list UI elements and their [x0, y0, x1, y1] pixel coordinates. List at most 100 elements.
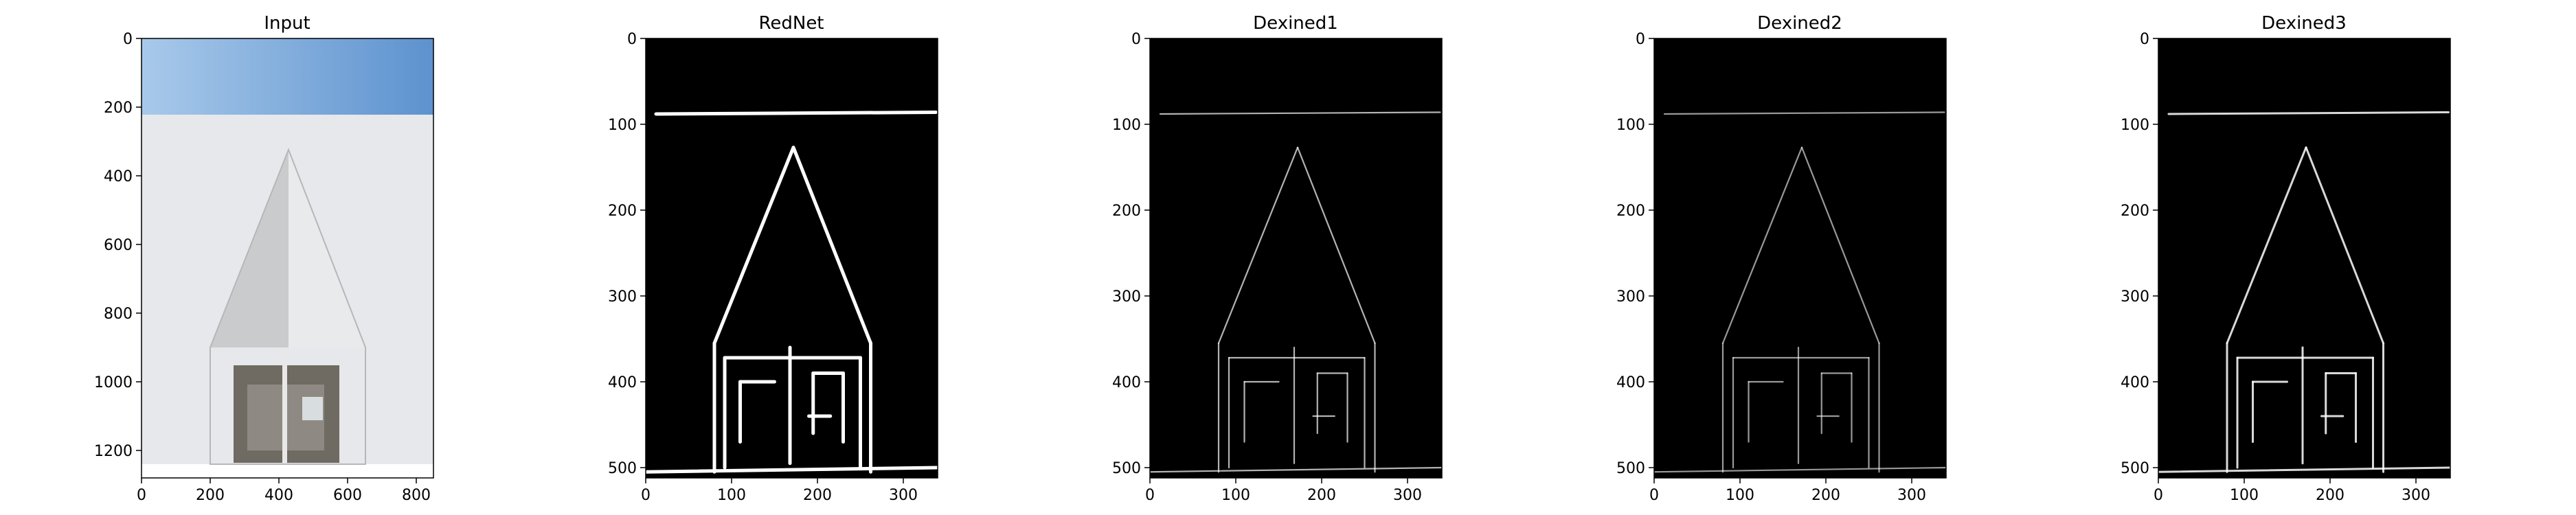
edge-image: [2157, 38, 2452, 478]
x-tick-label: 0: [137, 487, 146, 504]
edge-background: [2158, 38, 2450, 478]
y-tick-label: 100: [608, 117, 637, 134]
edge-line: [654, 111, 938, 116]
x-tick-label: 0: [641, 487, 651, 504]
y-tick-label: 400: [608, 374, 637, 391]
edge-line: [791, 146, 872, 345]
y-tick-label: 800: [104, 306, 133, 323]
x-tick-label: 0: [1649, 487, 1659, 504]
y-tick-label: 100: [1616, 117, 1645, 134]
y-tick-label: 1000: [94, 374, 133, 391]
x-tick-label: 100: [717, 487, 746, 504]
y-tick-label: 400: [1112, 374, 1141, 391]
edge-image: [1653, 38, 1947, 478]
panel-title: RedNet: [758, 13, 824, 34]
y-tick-label: 0: [123, 31, 133, 48]
y-tick-label: 300: [608, 288, 637, 306]
y-tick-label: 200: [2121, 203, 2149, 220]
y-tick-label: 0: [2140, 31, 2149, 48]
edge-line: [2226, 146, 2307, 345]
x-tick-label: 300: [2402, 487, 2430, 504]
y-tick-label: 300: [1112, 288, 1141, 306]
x-tick-label: 100: [2230, 487, 2259, 504]
sky-region: [142, 38, 433, 115]
panel-dexined1: Dexined1 0 100 200 300 0 100 200 300 400 500: [1112, 13, 1443, 504]
x-tick-label: 200: [803, 487, 832, 504]
edge-line: [1296, 146, 1376, 344]
y-tick-label: 500: [1112, 460, 1141, 477]
doorway-light: [302, 397, 323, 420]
edge-line: [1653, 466, 1947, 473]
photo-image: [142, 38, 433, 465]
y-tick-label: 200: [608, 203, 637, 220]
y-tick-label: 100: [2121, 117, 2149, 134]
x-tick-label: 0: [2154, 487, 2163, 504]
axes-frame: [2158, 38, 2451, 479]
x-tick-label: 0: [1145, 487, 1155, 504]
edge-background: [1654, 38, 1946, 478]
axes-dexined1: 0 100 200 300 0 100 200 300 400 500: [1112, 31, 1443, 504]
panel-dexined3: Dexined3 0 100 200 300 0 100 200 300 400 500: [2121, 13, 2452, 504]
x-tick-label: 300: [1897, 487, 1926, 504]
y-tick-label: 200: [104, 100, 133, 117]
y-tick-label: 0: [627, 31, 637, 48]
panel-input: Input 0 200 400 600 800 0 200 400 600 800 1000 1200: [94, 13, 434, 504]
axes-frame: [1149, 38, 1443, 479]
y-tick-label: 300: [2121, 288, 2149, 306]
axes-frame: [1653, 38, 1947, 479]
edge-line: [1800, 146, 1880, 344]
y-tick-label: 400: [2121, 374, 2149, 391]
axes-rednet: 0 100 200 300 0 100 200 300 400 500: [608, 31, 938, 504]
panel-rednet: RedNet 0 100 200 300 0 100 200 300 400 500: [608, 13, 940, 504]
panel-title: Dexined1: [1253, 13, 1338, 34]
panel-dexined2: Dexined2 0 100 200 300 0 100 200 300 400 500: [1616, 13, 1947, 504]
x-tick-label: 100: [1221, 487, 1250, 504]
x-tick-label: 200: [2316, 487, 2345, 504]
y-tick-label: 300: [1616, 288, 1645, 306]
axes-frame: [141, 38, 434, 479]
axes-frame: [645, 38, 938, 479]
y-tick-label: 200: [1616, 203, 1645, 220]
panel-title: Dexined3: [2261, 13, 2347, 34]
y-tick-label: 500: [2121, 460, 2149, 477]
edge-background: [1150, 38, 1442, 478]
edge-line: [2157, 466, 2452, 473]
y-tick-label: 500: [1616, 460, 1645, 477]
y-tick-label: 0: [1636, 31, 1645, 48]
axes-dexined2: 0 100 200 300 0 100 200 300 400 500: [1616, 31, 1947, 504]
x-tick-label: 600: [333, 487, 362, 504]
edge-line: [712, 146, 795, 345]
x-tick-label: 200: [1307, 487, 1336, 504]
x-tick-label: 200: [196, 487, 225, 504]
edge-line: [2167, 111, 2450, 115]
edge-image: [644, 38, 940, 478]
x-tick-label: 100: [1726, 487, 1754, 504]
edge-image: [1149, 38, 1443, 478]
edge-line: [1721, 146, 1803, 344]
edge-line: [1159, 111, 1441, 115]
x-tick-label: 800: [402, 487, 431, 504]
edge-line: [1149, 466, 1443, 473]
axes-dexined3: 0 100 200 300 0 100 200 300 400 500: [2121, 31, 2451, 504]
edge-line: [1217, 146, 1299, 344]
door-post: [282, 352, 287, 463]
x-tick-label: 200: [1811, 487, 1840, 504]
y-tick-label: 500: [608, 460, 637, 477]
y-tick-label: 400: [1616, 374, 1645, 391]
x-tick-label: 300: [889, 487, 918, 504]
edge-line: [2305, 146, 2384, 345]
x-tick-label: 400: [264, 487, 293, 504]
y-tick-label: 600: [104, 237, 133, 254]
panel-title: Input: [264, 13, 310, 34]
axes-input: 0 200 400 600 800 0 200 400 600 800 1000 1200: [94, 31, 434, 504]
x-tick-label: 300: [1393, 487, 1422, 504]
edge-line: [644, 466, 940, 474]
house-outline: [210, 148, 366, 465]
y-tick-label: 200: [1112, 203, 1141, 220]
y-tick-label: 100: [1112, 117, 1141, 134]
y-tick-label: 1200: [94, 443, 133, 460]
y-tick-label: 400: [104, 168, 133, 185]
panel-title: Dexined2: [1757, 13, 1842, 34]
edge-line: [1663, 111, 1945, 115]
